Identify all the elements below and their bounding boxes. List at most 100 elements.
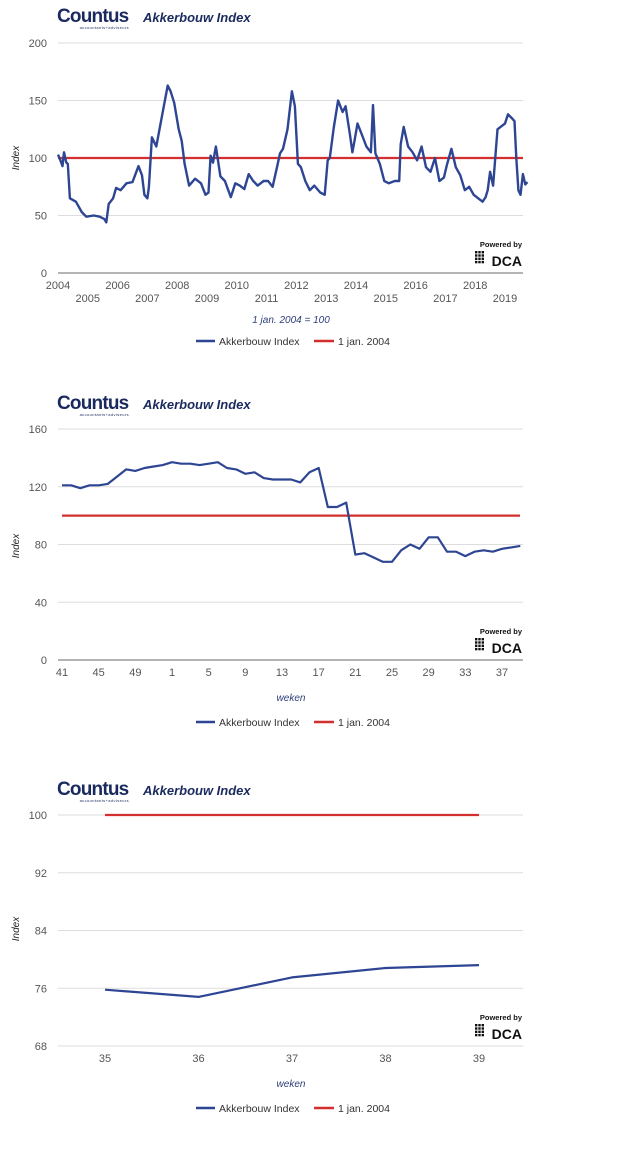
- x-tick-label: 1: [169, 667, 175, 679]
- y-tick-label: 100: [29, 810, 47, 822]
- logo-text: Countus: [57, 6, 129, 27]
- dca-icon-cell: [478, 641, 481, 644]
- x-tick-label: 2007: [135, 293, 159, 305]
- dca-icon-cell: [475, 644, 478, 647]
- x-tick-label: 2011: [255, 293, 279, 305]
- countus-logo: Countus accountants+adviseurs: [57, 394, 129, 417]
- dca-icon-cell: [475, 638, 478, 641]
- dca-icon-cell: [478, 1027, 481, 1030]
- y-tick-label: 40: [35, 597, 47, 609]
- x-tick-label: 2012: [284, 280, 308, 292]
- x-tick-label: 37: [286, 1053, 298, 1065]
- chart-1-svg: 0 50 100 150 200 2004 2005 2006 2007 2008 2009 201…: [11, 38, 529, 348]
- logo-text: Countus: [57, 779, 129, 800]
- grid-lines: [58, 428, 523, 661]
- powered-by-text: Powered by: [480, 627, 523, 636]
- dca-icon-cell: [481, 1030, 484, 1033]
- chart-title: Akkerbouw Index: [143, 397, 251, 412]
- x-tick-label: 2010: [225, 280, 249, 292]
- legend: Akkerbouw Index 1 jan. 2004: [196, 336, 390, 348]
- chart-panel-1: Countus accountants+adviseurs Akkerbouw …: [0, 0, 625, 380]
- y-tick-label: 160: [29, 424, 47, 436]
- dca-icon-cell: [478, 1033, 481, 1037]
- x-tick-label: 2013: [314, 293, 338, 305]
- dca-icon-cell: [481, 1024, 484, 1027]
- legend: Akkerbouw Index 1 jan. 2004: [196, 1103, 390, 1115]
- dca-text: DCA: [492, 640, 522, 656]
- x-tick-label: 41: [56, 667, 68, 679]
- x-tick-label: 33: [459, 667, 471, 679]
- dca-icon-cell: [481, 647, 484, 651]
- y-tick-label: 150: [29, 96, 47, 108]
- y-tick-label: 120: [29, 482, 47, 494]
- y-tick-label: 92: [35, 868, 47, 880]
- chart-2-svg: 0 40 80 120 160 41 45 49 1 5 9 13 17 21 25 29 33 37 Inde…: [11, 424, 523, 729]
- chart-subtitle: 1 jan. 2004 = 100: [252, 315, 330, 326]
- dca-icon-cell: [481, 644, 484, 647]
- y-tick-label: 80: [35, 540, 47, 552]
- legend-label-akkerbouw-index: Akkerbouw Index: [219, 336, 300, 348]
- dca-grid-icon: [475, 638, 484, 651]
- x-tick-label: 2015: [374, 293, 398, 305]
- countus-logo: Countus accountants+adviseurs: [57, 780, 129, 803]
- y-tick-label: 200: [29, 38, 47, 50]
- x-tick-label: 17: [313, 667, 325, 679]
- dca-icon-cell: [481, 251, 484, 254]
- dca-icon-cell: [475, 647, 478, 651]
- legend-label-akkerbouw-index: Akkerbouw Index: [219, 717, 300, 729]
- dca-icon-cell: [478, 251, 481, 254]
- x-axis-title: weken: [277, 1079, 306, 1090]
- dca-icon-cell: [478, 254, 481, 257]
- dca-icon-cell: [478, 260, 481, 264]
- series-akkerbouw-index: [56, 84, 529, 224]
- legend-label-1-jan-2004: 1 jan. 2004: [338, 717, 390, 729]
- chart-panel-3: Countus accountants+adviseurs Akkerbouw …: [0, 772, 625, 1158]
- powered-by-dca-badge: Powered by DCA: [475, 1013, 523, 1042]
- x-tick-label: 9: [242, 667, 248, 679]
- y-tick-label: 68: [35, 1041, 47, 1053]
- dca-icon-cell: [478, 647, 481, 651]
- y-tick-label: 76: [35, 983, 47, 995]
- y-tick-label: 84: [35, 926, 47, 938]
- x-tick-labels: 2004 2005 2006 2007 2008 2009 2010 2011 2012 2013…: [46, 280, 517, 305]
- x-tick-label: 5: [206, 667, 212, 679]
- chart-title: Akkerbouw Index: [143, 10, 251, 25]
- dca-text: DCA: [492, 253, 522, 269]
- dca-icon-cell: [475, 257, 478, 260]
- dca-icon-cell: [478, 1030, 481, 1033]
- dca-icon-cell: [475, 641, 478, 644]
- dca-icon-cell: [475, 254, 478, 257]
- logo-subtext: accountants+adviseurs: [79, 25, 129, 30]
- dca-icon-cell: [475, 1024, 478, 1027]
- x-tick-label: 38: [379, 1053, 391, 1065]
- dca-icon-cell: [475, 260, 478, 264]
- dca-icon-cell: [481, 1027, 484, 1030]
- x-tick-label: 29: [423, 667, 435, 679]
- y-tick-label: 50: [35, 211, 47, 223]
- x-tick-label: 45: [93, 667, 105, 679]
- dca-icon-cell: [481, 254, 484, 257]
- powered-by-text: Powered by: [480, 240, 523, 249]
- chart-title: Akkerbouw Index: [143, 783, 251, 798]
- logo-subtext: accountants+adviseurs: [79, 798, 129, 803]
- grid-lines: [58, 814, 523, 1047]
- dca-icon-cell: [481, 641, 484, 644]
- x-tick-labels: 35 36 37 38 39: [99, 1053, 485, 1065]
- y-axis-title: Index: [11, 916, 22, 941]
- legend-label-akkerbouw-index: Akkerbouw Index: [219, 1103, 300, 1115]
- countus-logo: Countus accountants+adviseurs: [57, 7, 129, 30]
- dca-icon-cell: [478, 1024, 481, 1027]
- legend-label-1-jan-2004: 1 jan. 2004: [338, 336, 390, 348]
- x-tick-label: 2014: [344, 280, 368, 292]
- powered-by-text: Powered by: [480, 1013, 523, 1022]
- x-tick-label: 13: [276, 667, 288, 679]
- y-tick-label: 0: [41, 655, 47, 667]
- legend-label-1-jan-2004: 1 jan. 2004: [338, 1103, 390, 1115]
- x-tick-label: 2005: [76, 293, 100, 305]
- dca-icon-cell: [478, 638, 481, 641]
- x-tick-label: 2017: [433, 293, 457, 305]
- x-tick-label: 2004: [46, 280, 70, 292]
- y-tick-labels: 0 40 80 120 160: [29, 424, 47, 667]
- x-tick-label: 25: [386, 667, 398, 679]
- y-axis-title: Index: [11, 533, 22, 558]
